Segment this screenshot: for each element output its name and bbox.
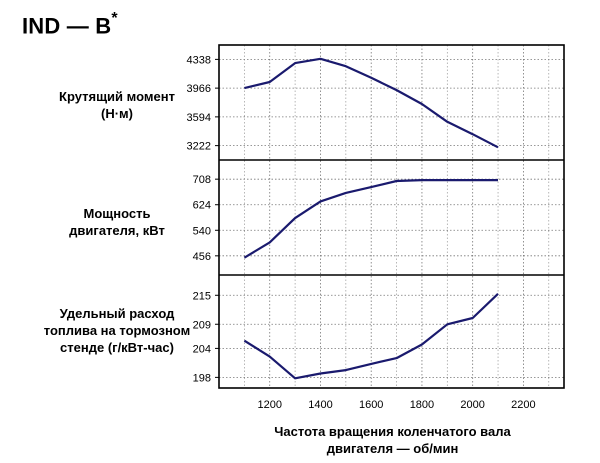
panel1-y-tick-label-4338: 4338 [187,54,211,66]
panel2-ylabel: Мощность двигателя, кВт [22,205,212,239]
panel1-series-line [244,57,499,149]
x-axis-label: Частота вращения коленчатого вала двигат… [220,423,565,457]
panel3-ylabel-line3: стенде (г/кВт-час) [60,340,174,355]
panel2-series-line [243,179,498,259]
chart-title: IND — B* [22,10,118,39]
panel3-y-tick-label-209: 209 [193,319,211,331]
x-tick-label-1800: 1800 [410,399,434,411]
x-tick-label-1400: 1400 [308,399,332,411]
panel3-y-tick-label-204: 204 [193,343,211,355]
title-mark: * [111,10,118,27]
panel2-y-tick-label-540: 540 [193,225,211,237]
x-tick-label-2200: 2200 [511,399,535,411]
panel3-y-tick-label-198: 198 [193,372,211,384]
panel1-ylabel-line2: (Н·м) [101,106,133,121]
panel3-series-line [243,293,499,380]
panel1-y-tick-label-3222: 3222 [187,141,211,153]
panel2-y-tick-label-624: 624 [193,200,211,212]
panel1-y-tick-label-3966: 3966 [187,83,211,95]
panel1-ylabel: Крутящий момент (Н·м) [22,88,212,122]
x-axis-label-line2: двигателя — об/мин [326,441,459,456]
panel1-y-tick-label-3594: 3594 [187,112,211,124]
panel2-y-tick-label-708: 708 [193,174,211,186]
panel3-y-tick-label-215: 215 [193,290,211,302]
panel3-ylabel: Удельный расход топлива на тормозном сте… [22,305,212,356]
panel2-y-tick-label-456: 456 [193,251,211,263]
panel3-ylabel-line1: Удельный расход [59,306,175,321]
panel2-ylabel-line1: Мощность [83,206,151,221]
x-tick-label-2000: 2000 [460,399,484,411]
x-tick-label-1600: 1600 [359,399,383,411]
x-tick-label-1200: 1200 [257,399,281,411]
panel1-ylabel-line1: Крутящий момент [59,89,175,104]
panel2-ylabel-line2: двигателя, кВт [69,223,165,238]
plot-frame [218,44,565,389]
x-axis-label-line1: Частота вращения коленчатого вала [274,424,511,439]
panel3-ylabel-line2: топлива на тормозном [43,323,191,338]
